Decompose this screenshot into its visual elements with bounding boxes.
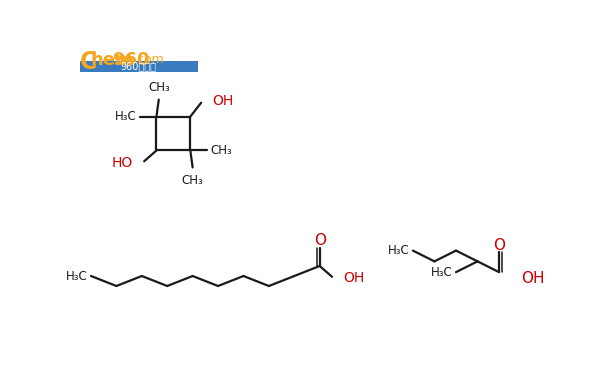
Text: H₃C: H₃C: [66, 270, 88, 282]
Text: H₃C: H₃C: [431, 266, 453, 279]
Text: hem: hem: [90, 51, 134, 69]
Text: OH: OH: [343, 271, 364, 285]
Bar: [80, 61, 198, 72]
Text: 960: 960: [113, 51, 150, 69]
Text: O: O: [493, 238, 505, 253]
Text: OH: OH: [521, 271, 544, 286]
Text: HO: HO: [112, 156, 133, 170]
Text: CH₃: CH₃: [182, 174, 203, 187]
Text: OH: OH: [212, 94, 233, 108]
Text: CH₃: CH₃: [148, 81, 169, 93]
Text: 960化工网: 960化工网: [121, 62, 157, 72]
Text: H₃C: H₃C: [388, 244, 410, 257]
Text: C: C: [80, 50, 97, 74]
Text: CH₃: CH₃: [211, 144, 232, 157]
Text: .com: .com: [133, 53, 164, 66]
Text: H₃C: H₃C: [115, 110, 137, 123]
Text: O: O: [313, 233, 325, 248]
